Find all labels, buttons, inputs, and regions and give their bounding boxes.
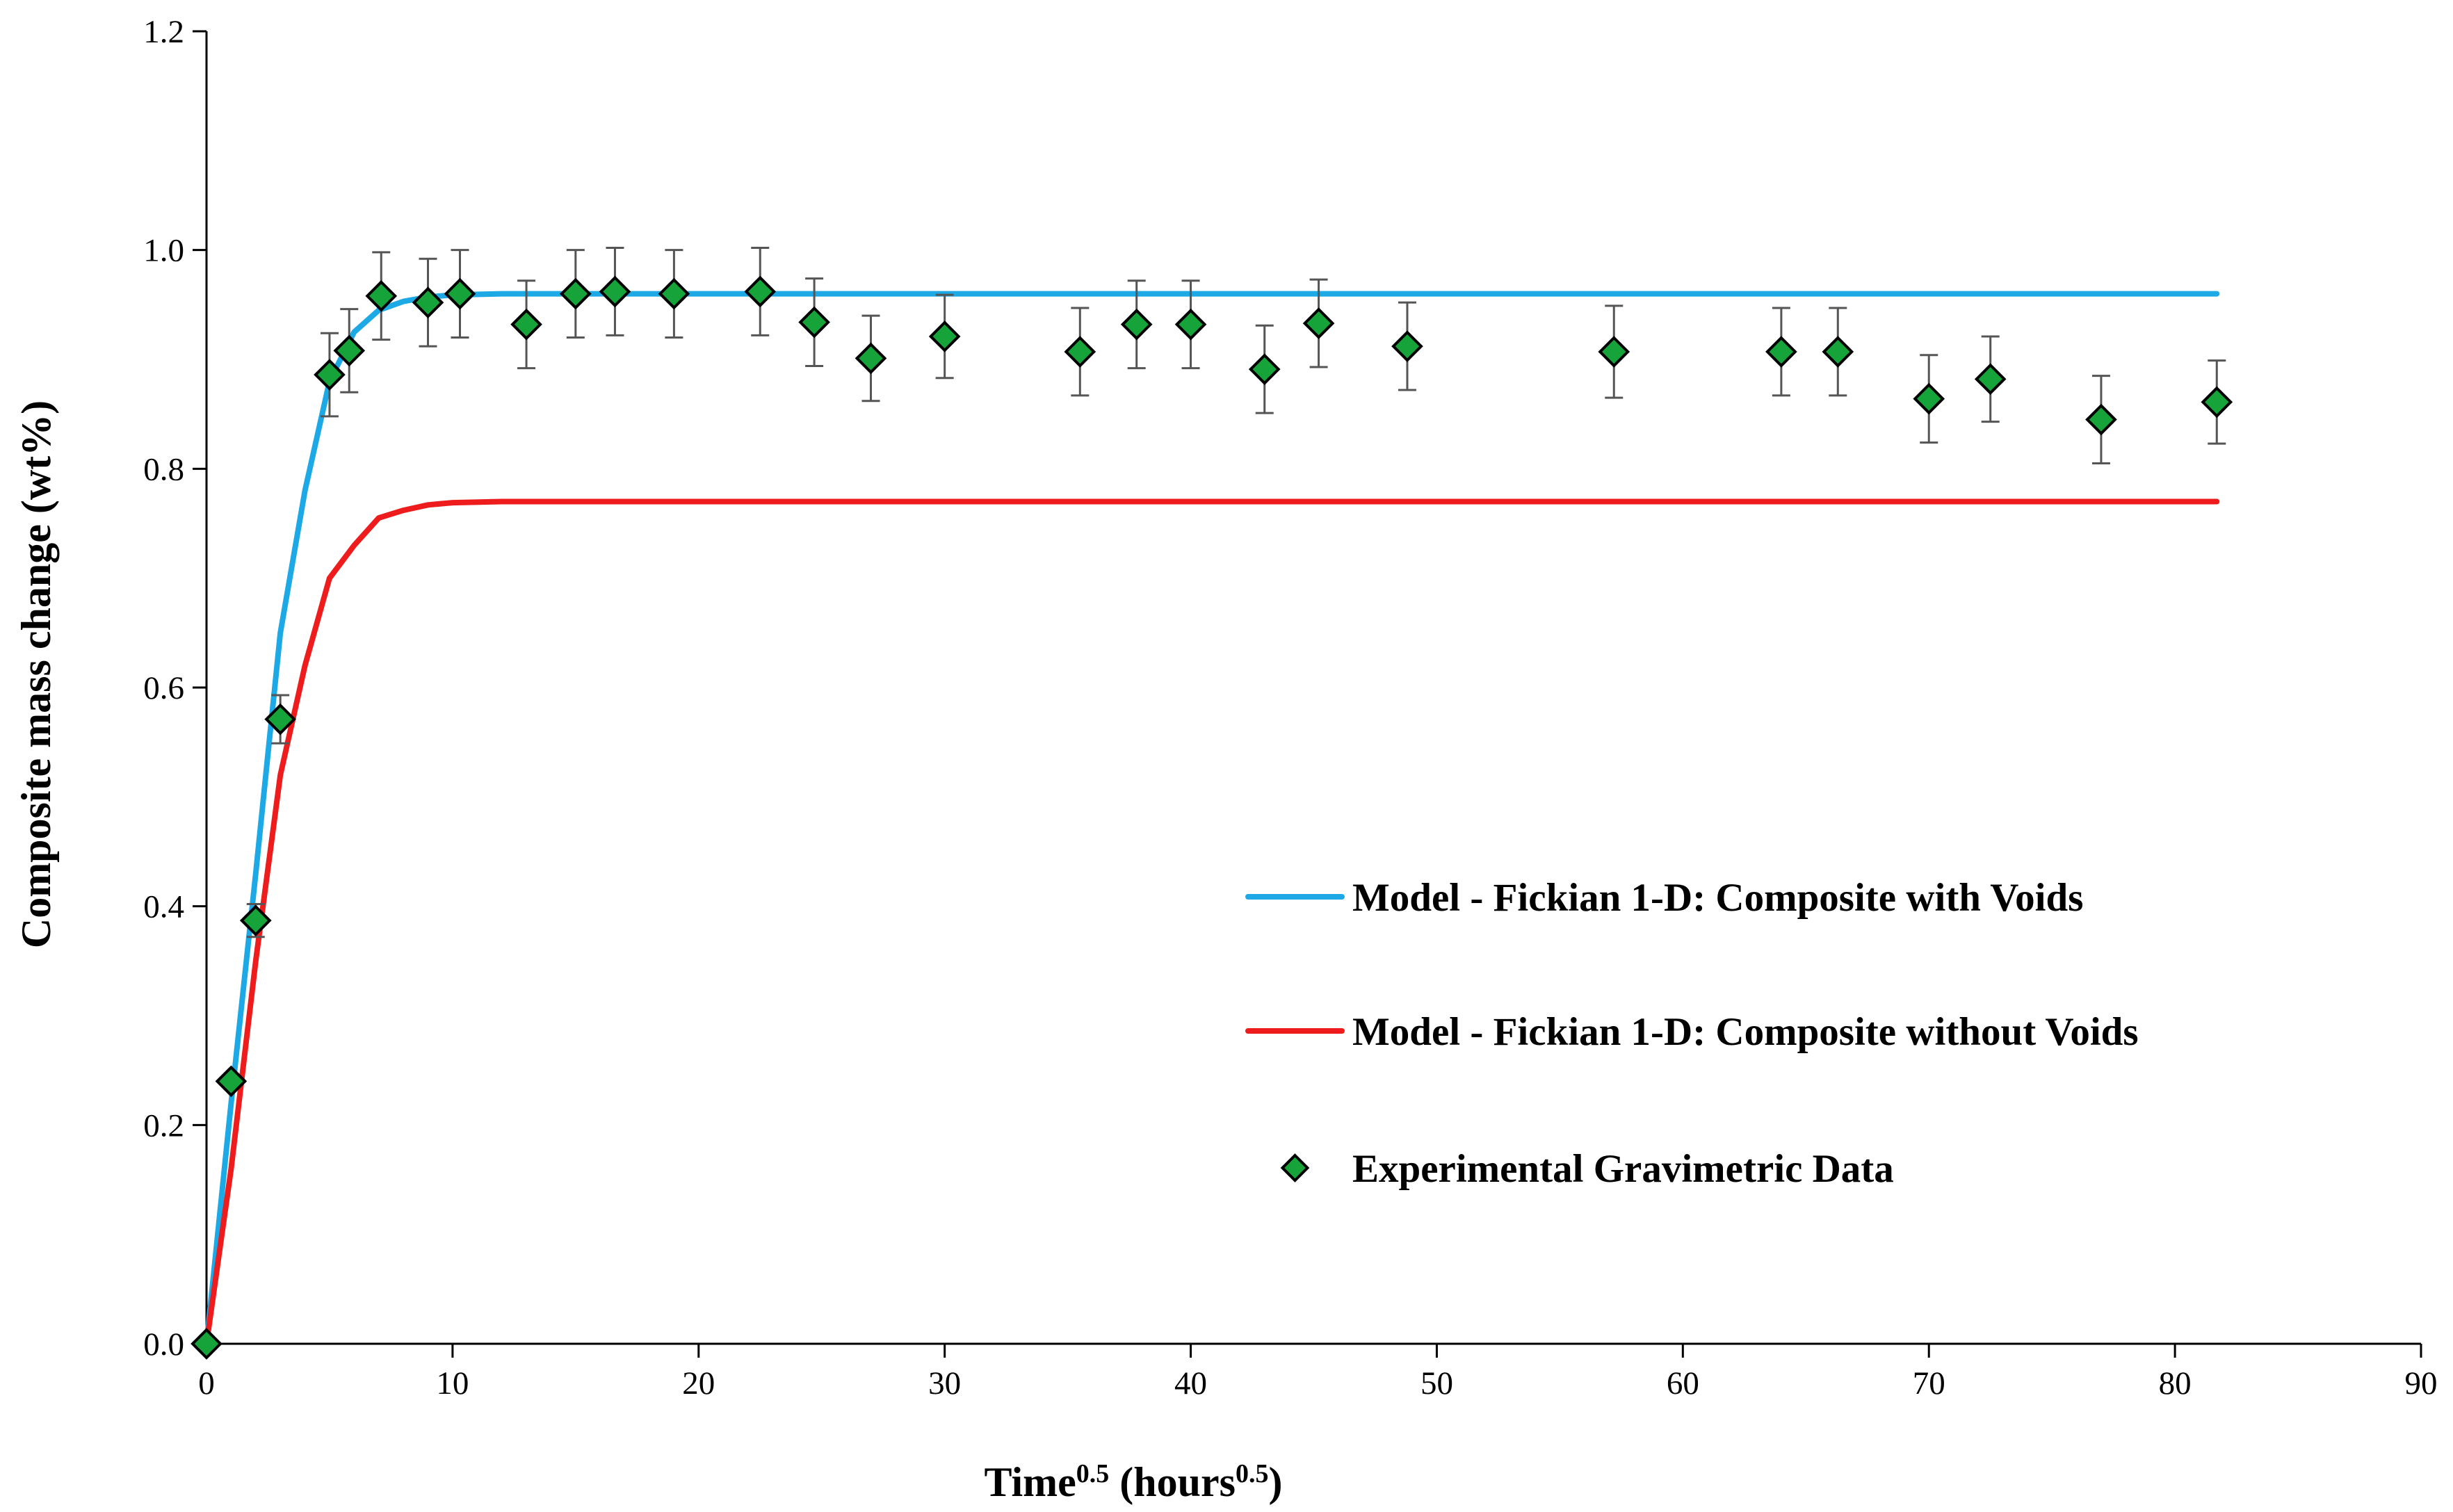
x-axis-title: Time0.5 (hours0.5): [985, 1459, 1283, 1505]
x-tick-label: 0: [198, 1365, 215, 1401]
x-tick-label: 60: [1667, 1365, 1699, 1401]
data-point: [365, 279, 398, 312]
data-point: [599, 275, 631, 308]
data-point: [2201, 386, 2233, 418]
data-point: [264, 703, 296, 735]
x-tick-label: 20: [682, 1365, 715, 1401]
series-line: [204, 498, 2220, 1347]
legend: Model - Fickian 1-D: Composite with Void…: [1245, 876, 2139, 1191]
y-tick-label: 0.2: [143, 1107, 184, 1144]
data-point: [510, 308, 542, 341]
y-axis-title: Composite mass change (wt%): [13, 400, 59, 948]
data-point: [658, 277, 690, 310]
x-tick-label: 40: [1174, 1365, 1207, 1401]
legend-label: Experimental Gravimetric Data: [1352, 1147, 1894, 1191]
legend-label: Model - Fickian 1-D: Composite with Void…: [1352, 876, 2083, 920]
data-point: [560, 277, 592, 310]
data-point: [1913, 382, 1945, 415]
x-tick-label: 50: [1420, 1365, 1453, 1401]
x-tick-label: 70: [1913, 1365, 1945, 1401]
data-point: [798, 306, 830, 339]
data-point: [1064, 336, 1096, 368]
data-point: [744, 275, 777, 308]
data-point: [1174, 308, 1207, 341]
data-point: [412, 286, 444, 319]
data-point: [2085, 403, 2117, 436]
data-point: [1598, 336, 1630, 368]
data-point: [191, 1328, 222, 1360]
x-axis-title-main-sup: 0.5: [1076, 1459, 1110, 1488]
x-tick-label: 10: [436, 1365, 469, 1401]
data-point: [1302, 307, 1335, 339]
y-tick-label: 0.6: [143, 670, 184, 706]
legend-label: Model - Fickian 1-D: Composite without V…: [1352, 1010, 2139, 1054]
series-line: [204, 291, 2220, 1347]
data-point: [1822, 336, 1854, 368]
data-point: [1248, 353, 1281, 385]
y-tick-label: 0.8: [143, 451, 184, 487]
data-point: [1391, 330, 1423, 362]
data-point: [239, 904, 272, 936]
y-tick-label: 1.0: [143, 233, 184, 269]
data-point: [855, 342, 887, 375]
plot-area: [191, 247, 2233, 1360]
x-tick-label: 80: [2159, 1365, 2192, 1401]
y-tick-label: 0.4: [143, 889, 184, 925]
x-tick-label: 90: [2405, 1365, 2438, 1401]
data-point: [1974, 363, 2007, 396]
y-tick-label: 1.2: [143, 14, 184, 50]
data-point: [928, 320, 961, 352]
x-axis-title-close: ): [1268, 1459, 1282, 1505]
x-axis-title-main: Time: [985, 1459, 1076, 1505]
data-point: [444, 277, 476, 310]
x-tick-label: 30: [928, 1365, 961, 1401]
data-point: [314, 359, 346, 391]
axes: 0 10 20 30 40 50 60 70 80 90 0.0 0.2 0.4 0.6 0.8 1.0 1.2: [143, 14, 2437, 1401]
data-point: [333, 334, 366, 367]
data-point: [1120, 308, 1153, 341]
x-axis-title-unit-sup: 0.5: [1236, 1459, 1269, 1488]
x-axis-title-unit: (hours: [1109, 1459, 1236, 1505]
y-tick-label: 0.0: [143, 1326, 184, 1363]
data-point: [215, 1065, 248, 1098]
data-point: [1765, 336, 1797, 368]
legend-swatch-marker: [1280, 1153, 1310, 1182]
